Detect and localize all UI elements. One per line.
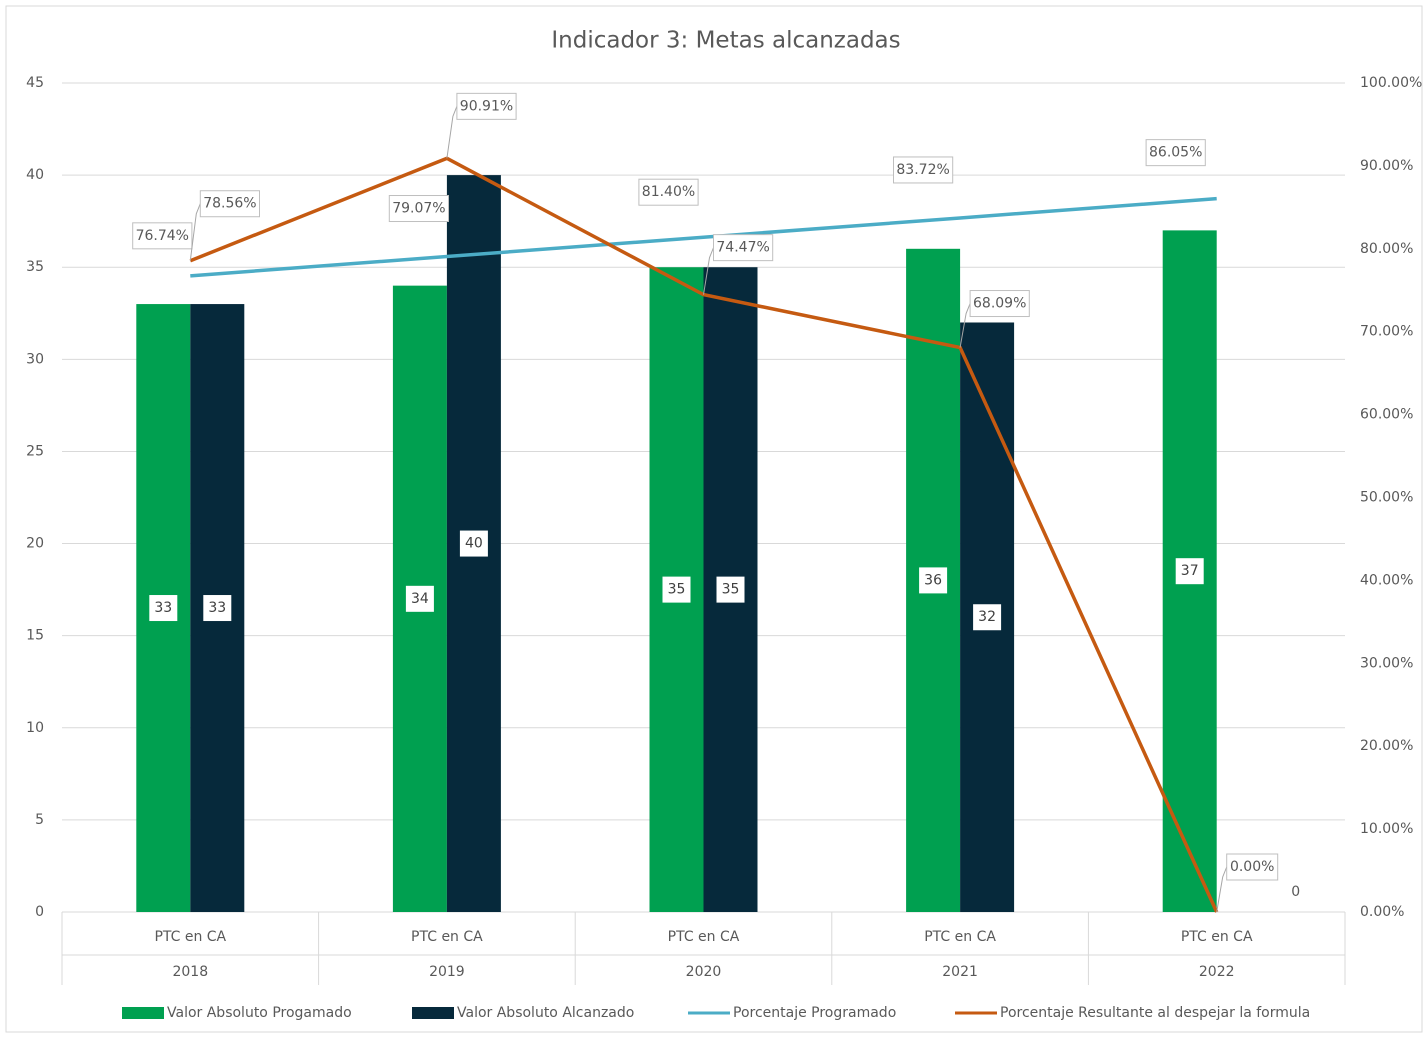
data-label-box bbox=[388, 195, 449, 223]
legend-label: Valor Absoluto Alcanzado bbox=[457, 1005, 634, 1021]
y2-tick-label: 80.00% bbox=[1360, 241, 1413, 257]
x-tick-label: 2021 bbox=[942, 964, 978, 980]
leader-line bbox=[703, 247, 714, 295]
data-label: 34 bbox=[411, 591, 429, 607]
legend-label: Porcentaje Programado bbox=[733, 1005, 896, 1021]
data-label: 0.00% bbox=[1230, 859, 1274, 875]
data-label: 32 bbox=[978, 609, 996, 625]
y2-tick-label: 0.00% bbox=[1360, 904, 1404, 920]
data-label: 33 bbox=[154, 600, 172, 616]
data-label-box bbox=[1145, 139, 1206, 167]
x-tick-sublabel: PTC en CA bbox=[924, 929, 996, 945]
data-label-box bbox=[713, 234, 774, 262]
data-label: 78.56% bbox=[203, 196, 256, 212]
data-label: 81.40% bbox=[642, 184, 695, 200]
leader-line bbox=[959, 303, 971, 348]
y2-tick-label: 90.00% bbox=[1360, 158, 1413, 174]
x-tick-label: 2019 bbox=[429, 964, 465, 980]
data-label-box bbox=[973, 604, 1002, 631]
data-label: 40 bbox=[465, 536, 483, 552]
data-label: 35 bbox=[722, 582, 740, 598]
data-label: 76.74% bbox=[136, 228, 189, 244]
y2-tick-label: 40.00% bbox=[1360, 572, 1413, 588]
data-label-box bbox=[969, 290, 1030, 318]
data-label-box bbox=[199, 190, 261, 218]
y2-tick-label: 100.00% bbox=[1360, 75, 1422, 91]
data-label-box bbox=[1175, 558, 1204, 585]
legend-swatch bbox=[412, 1007, 454, 1019]
x-tick-sublabel: PTC en CA bbox=[1181, 929, 1253, 945]
y-tick-label: 20 bbox=[26, 536, 44, 552]
x-tick-sublabel: PTC en CA bbox=[668, 929, 740, 945]
y2-tick-label: 30.00% bbox=[1360, 655, 1413, 671]
x-tick-sublabel: PTC en CA bbox=[411, 929, 483, 945]
y2-tick-label: 50.00% bbox=[1360, 490, 1413, 506]
y-tick-label: 35 bbox=[26, 259, 44, 275]
leader-line bbox=[446, 106, 458, 159]
data-label-box bbox=[893, 156, 954, 184]
data-label-box bbox=[662, 576, 691, 603]
legend-swatch bbox=[122, 1007, 164, 1019]
y-tick-label: 15 bbox=[26, 628, 44, 644]
data-label: 74.47% bbox=[716, 240, 769, 256]
data-label-box bbox=[919, 567, 948, 594]
leader-line bbox=[1216, 866, 1228, 913]
y-tick-label: 45 bbox=[26, 75, 44, 91]
data-label-box bbox=[203, 595, 232, 622]
x-tick-label: 2022 bbox=[1199, 964, 1235, 980]
data-label-box bbox=[638, 178, 699, 206]
x-tick-label: 2020 bbox=[686, 964, 722, 980]
data-label-box bbox=[405, 585, 434, 612]
data-label: 86.05% bbox=[1149, 145, 1202, 161]
data-label-box bbox=[132, 222, 193, 250]
data-label: 0 bbox=[1291, 884, 1300, 900]
y2-tick-label: 70.00% bbox=[1360, 324, 1413, 340]
y-tick-label: 40 bbox=[26, 167, 44, 183]
y-tick-label: 25 bbox=[26, 443, 44, 459]
legend-label: Valor Absoluto Progamado bbox=[167, 1005, 352, 1021]
y-tick-label: 30 bbox=[26, 351, 44, 367]
x-tick-label: 2018 bbox=[172, 964, 208, 980]
chart-title: Indicador 3: Metas alcanzadas bbox=[551, 28, 900, 54]
y-tick-label: 0 bbox=[35, 904, 44, 920]
data-label: 90.91% bbox=[460, 98, 513, 114]
x-tick-sublabel: PTC en CA bbox=[154, 929, 226, 945]
line bbox=[190, 196, 1217, 278]
y2-tick-label: 60.00% bbox=[1360, 407, 1413, 423]
data-label: 79.07% bbox=[392, 201, 445, 217]
data-label: 36 bbox=[924, 572, 942, 588]
data-label-box bbox=[1226, 853, 1279, 881]
y-tick-label: 5 bbox=[35, 812, 44, 828]
data-label-box bbox=[456, 92, 517, 120]
data-label-box bbox=[459, 530, 488, 557]
y-tick-label: 10 bbox=[26, 720, 44, 736]
y2-tick-label: 10.00% bbox=[1360, 821, 1413, 837]
data-label: 35 bbox=[668, 582, 686, 598]
legend-label: Porcentaje Resultante al despejar la for… bbox=[1000, 1005, 1310, 1021]
data-label: 83.72% bbox=[896, 162, 949, 178]
y2-tick-label: 20.00% bbox=[1360, 738, 1413, 754]
data-label-box bbox=[149, 595, 178, 622]
data-label-box bbox=[716, 576, 745, 603]
leader-line bbox=[189, 203, 201, 261]
data-label: 33 bbox=[208, 600, 226, 616]
line bbox=[189, 156, 1219, 913]
data-label: 68.09% bbox=[973, 296, 1026, 312]
data-label: 37 bbox=[1181, 563, 1199, 579]
